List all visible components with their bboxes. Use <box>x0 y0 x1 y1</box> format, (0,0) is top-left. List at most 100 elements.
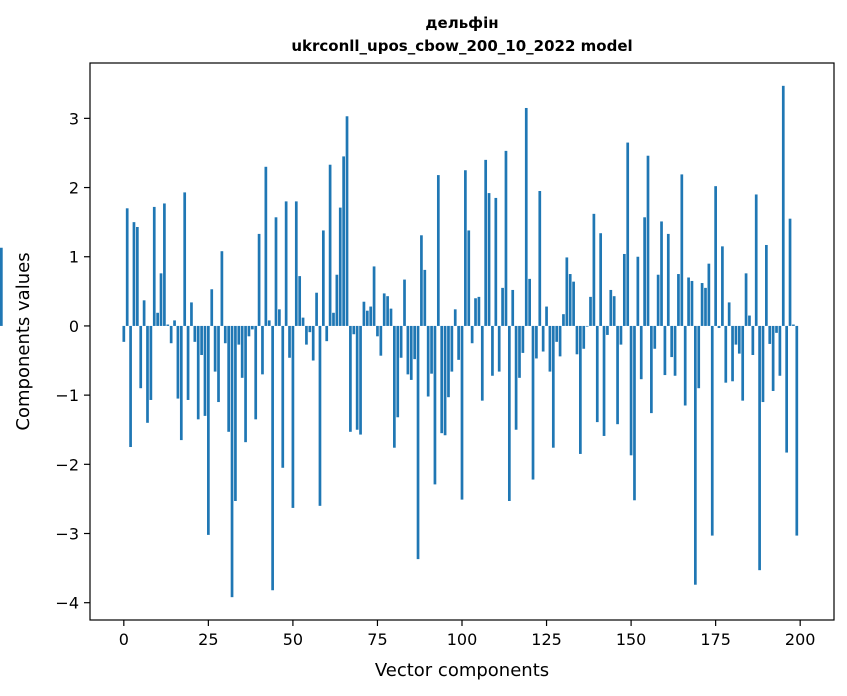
bar <box>308 325 312 333</box>
bar <box>447 325 450 398</box>
bar <box>196 325 200 420</box>
bar <box>234 325 237 501</box>
bar <box>582 325 586 349</box>
bar <box>633 325 636 501</box>
bar <box>656 274 660 326</box>
bar <box>169 325 173 344</box>
bar <box>152 206 156 326</box>
bar <box>457 325 460 360</box>
bar <box>298 276 302 326</box>
bar <box>521 325 525 353</box>
bar <box>349 325 352 432</box>
bar <box>190 302 193 326</box>
x-tick-label: 200 <box>785 630 816 649</box>
x-tick-label: 75 <box>367 630 387 649</box>
bar <box>332 312 335 326</box>
bar <box>545 306 548 326</box>
bar <box>464 170 467 326</box>
bar <box>244 325 247 443</box>
bar <box>328 164 332 326</box>
bar <box>237 325 241 345</box>
bar <box>250 325 254 330</box>
bar <box>768 325 772 344</box>
bar <box>342 156 345 326</box>
bar <box>734 325 738 345</box>
bar <box>200 325 203 355</box>
bar <box>0 247 3 326</box>
x-tick-label: 175 <box>700 630 731 649</box>
bar <box>305 325 308 345</box>
bar <box>227 325 231 432</box>
y-tick-label: 3 <box>69 109 79 128</box>
bar <box>426 325 430 397</box>
bar <box>748 315 751 326</box>
bar <box>724 325 728 383</box>
bar <box>707 263 711 326</box>
bar <box>217 325 220 403</box>
chart-subtitle: ukrconll_upos_cbow_200_10_2022 model <box>291 37 632 55</box>
bar <box>359 325 362 435</box>
bar <box>511 289 515 326</box>
bar <box>727 302 731 326</box>
bar <box>704 287 707 326</box>
bar <box>372 266 376 326</box>
x-tick-label: 25 <box>198 630 218 649</box>
y-tick-label: 2 <box>69 179 79 198</box>
bar <box>721 246 724 326</box>
bar <box>409 325 413 380</box>
bar <box>609 289 613 326</box>
bar <box>179 325 183 441</box>
bar <box>484 159 488 326</box>
bar <box>338 207 342 326</box>
y-tick-label: −2 <box>55 455 79 474</box>
bar <box>558 325 562 357</box>
y-tick-label: −3 <box>55 525 79 544</box>
bar <box>531 325 535 480</box>
bar <box>396 325 400 418</box>
bar <box>213 325 217 372</box>
bar <box>771 325 775 391</box>
bar <box>717 325 721 329</box>
bar <box>325 325 329 342</box>
bar <box>497 325 501 372</box>
bar <box>677 274 680 326</box>
bar <box>491 325 494 376</box>
bar <box>538 191 542 326</box>
bar <box>318 325 322 506</box>
bar <box>660 221 663 326</box>
bar <box>650 325 653 414</box>
bar <box>551 325 555 448</box>
bar <box>294 201 298 326</box>
x-tick-label: 150 <box>616 630 647 649</box>
bar <box>683 325 687 406</box>
bar <box>453 309 457 326</box>
bar <box>460 325 464 500</box>
bar <box>389 308 393 326</box>
bar <box>589 296 592 326</box>
bar <box>146 325 149 423</box>
bar <box>291 325 295 508</box>
bar <box>176 325 180 399</box>
bar <box>436 175 440 326</box>
bar <box>163 203 166 326</box>
bar <box>592 213 596 326</box>
bar <box>430 325 433 374</box>
bar <box>474 298 477 326</box>
bar <box>264 166 268 326</box>
bar <box>220 251 224 326</box>
y-tick-label: 0 <box>69 317 79 336</box>
bar <box>376 325 379 337</box>
bar <box>778 325 782 376</box>
bar <box>758 325 761 571</box>
bar <box>761 325 765 403</box>
bar <box>693 325 697 585</box>
bar <box>477 296 481 326</box>
bar <box>548 325 552 372</box>
bar <box>673 325 677 376</box>
bar <box>139 325 143 389</box>
bar <box>792 324 795 326</box>
x-tick-label: 0 <box>119 630 129 649</box>
y-tick-label: −1 <box>55 386 79 405</box>
bar <box>413 325 417 360</box>
